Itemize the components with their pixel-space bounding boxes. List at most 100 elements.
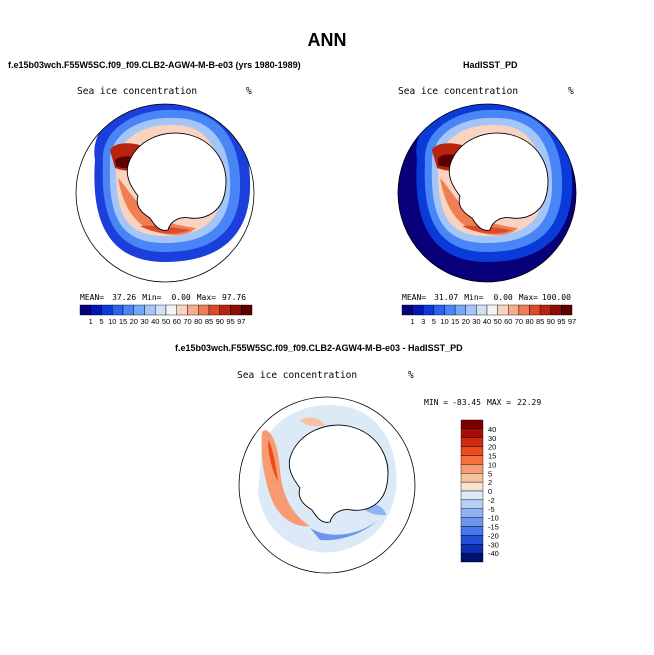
colorbar-tick-label: 30 bbox=[472, 317, 480, 326]
diff-stats: MIN = -83.45 MAX = 22.29 bbox=[424, 398, 542, 407]
panel1-colorbar: 1 5 10 15 20 30 40 50 60 70 80 85 90 95 97 bbox=[79, 304, 253, 326]
colorbar-box bbox=[460, 517, 484, 527]
panel1-stats: MEAN= 37.26 Min= 0.00 Max= 97.76 bbox=[80, 293, 247, 302]
colorbar-tick-label: 2 bbox=[488, 478, 492, 487]
colorbar-box bbox=[208, 304, 220, 316]
colorbar-box bbox=[144, 304, 156, 316]
colorbar-tick-label: 1 bbox=[411, 317, 415, 326]
colorbar-box bbox=[241, 304, 253, 316]
colorbar-tick-label: 10 bbox=[440, 317, 448, 326]
diff-antarctica-outline bbox=[288, 424, 389, 523]
panel1-field-label: Sea ice concentration bbox=[77, 86, 198, 97]
colorbar-tick-label: 15 bbox=[119, 317, 127, 326]
colorbar-tick-label: -40 bbox=[488, 549, 499, 558]
panel1-case-title: f.e15b03wch.F55W5SC.f09_f09.CLB2-AGW4-M-… bbox=[8, 60, 301, 70]
colorbar-box bbox=[460, 428, 484, 438]
colorbar-box bbox=[476, 304, 488, 316]
colorbar-box bbox=[460, 535, 484, 545]
colorbar-box bbox=[460, 481, 484, 492]
colorbar-box bbox=[465, 304, 477, 316]
colorbar-tick-label: 97 bbox=[237, 317, 245, 326]
colorbar-box bbox=[187, 304, 199, 316]
colorbar-box bbox=[433, 304, 445, 316]
colorbar-box bbox=[412, 304, 424, 316]
colorbar-tick-label: -30 bbox=[488, 540, 499, 549]
page-title: ANN bbox=[307, 30, 347, 50]
colorbar-tick-label: 10 bbox=[108, 317, 116, 326]
colorbar-box bbox=[518, 304, 530, 316]
colorbar-tick-label: 1 bbox=[89, 317, 93, 326]
colorbar-tick-label: 95 bbox=[557, 317, 565, 326]
panel2-colorbar: 1 3 5 10 15 20 30 40 50 60 70 80 85 90 95 97 bbox=[401, 304, 576, 326]
colorbar-box bbox=[460, 473, 484, 483]
colorbar-box bbox=[486, 304, 498, 316]
colorbar-tick-label: 60 bbox=[504, 317, 512, 326]
colorbar-tick-label: 40 bbox=[483, 317, 491, 326]
colorbar-tick-label: 20 bbox=[488, 443, 496, 452]
colorbar-tick-label: 97 bbox=[568, 317, 576, 326]
colorbar-box bbox=[454, 304, 466, 316]
colorbar-tick-label: 30 bbox=[488, 434, 496, 443]
colorbar-tick-label: 5 bbox=[432, 317, 436, 326]
colorbar-box bbox=[112, 304, 124, 316]
colorbar-tick-label: 3 bbox=[421, 317, 425, 326]
colorbar-box bbox=[101, 304, 113, 316]
colorbar-tick-label: 60 bbox=[173, 317, 181, 326]
colorbar-box bbox=[444, 304, 456, 316]
colorbar-box bbox=[460, 455, 484, 465]
colorbar-tick-label: 20 bbox=[130, 317, 138, 326]
colorbar-tick-label: 50 bbox=[162, 317, 170, 326]
colorbar-tick-label: -10 bbox=[488, 514, 499, 523]
colorbar-box bbox=[176, 304, 188, 316]
colorbar-tick-label: 40 bbox=[151, 317, 159, 326]
colorbar-box bbox=[460, 508, 484, 518]
colorbar-box bbox=[460, 464, 484, 474]
colorbar-box bbox=[165, 304, 177, 316]
panel2-antarctica-outline bbox=[448, 132, 549, 231]
colorbar-tick-label: 30 bbox=[140, 317, 148, 326]
panel1-antarctica-outline bbox=[126, 132, 227, 231]
colorbar-box bbox=[230, 304, 242, 316]
colorbar-tick-label: -2 bbox=[488, 496, 495, 505]
colorbar-box bbox=[122, 304, 134, 316]
colorbar-tick-label: 15 bbox=[451, 317, 459, 326]
colorbar-box bbox=[460, 490, 484, 501]
colorbar-box bbox=[460, 552, 484, 563]
colorbar-box bbox=[460, 499, 484, 509]
colorbar-box bbox=[460, 526, 484, 536]
colorbar-box bbox=[497, 304, 509, 316]
colorbar-tick-label: 10 bbox=[488, 460, 496, 469]
colorbar-box bbox=[508, 304, 520, 316]
colorbar-box bbox=[460, 544, 484, 554]
colorbar-tick-label: 70 bbox=[515, 317, 523, 326]
colorbar-tick-label: -5 bbox=[488, 505, 495, 514]
colorbar-box bbox=[133, 304, 145, 316]
panel2-units: % bbox=[568, 86, 574, 97]
colorbar-box bbox=[219, 304, 231, 316]
colorbar-box bbox=[460, 437, 484, 447]
colorbar-box bbox=[79, 304, 91, 316]
colorbar-tick-label: 40 bbox=[488, 425, 496, 434]
colorbar-tick-label: 50 bbox=[493, 317, 501, 326]
diff-field-label: Sea ice concentration bbox=[237, 370, 358, 381]
colorbar-tick-label: 5 bbox=[488, 469, 492, 478]
colorbar-box bbox=[90, 304, 102, 316]
colorbar-box bbox=[529, 304, 541, 316]
diff-units: % bbox=[408, 370, 414, 381]
colorbar-tick-label: 95 bbox=[226, 317, 234, 326]
panel2-field-label: Sea ice concentration bbox=[398, 86, 519, 97]
colorbar-box bbox=[550, 304, 562, 316]
diff-case-title: f.e15b03wch.F55W5SC.f09_f09.CLB2-AGW4-M-… bbox=[175, 343, 463, 353]
colorbar-tick-label: 90 bbox=[547, 317, 555, 326]
colorbar-tick-label: 80 bbox=[194, 317, 202, 326]
colorbar-tick-label: 70 bbox=[183, 317, 191, 326]
colorbar-tick-label: -15 bbox=[488, 523, 499, 532]
panel1-units: % bbox=[246, 86, 252, 97]
colorbar-box bbox=[460, 446, 484, 456]
colorbar-tick-label: 0 bbox=[488, 487, 492, 496]
colorbar-box bbox=[561, 304, 573, 316]
colorbar-box bbox=[198, 304, 210, 316]
colorbar-tick-label: 85 bbox=[205, 317, 213, 326]
